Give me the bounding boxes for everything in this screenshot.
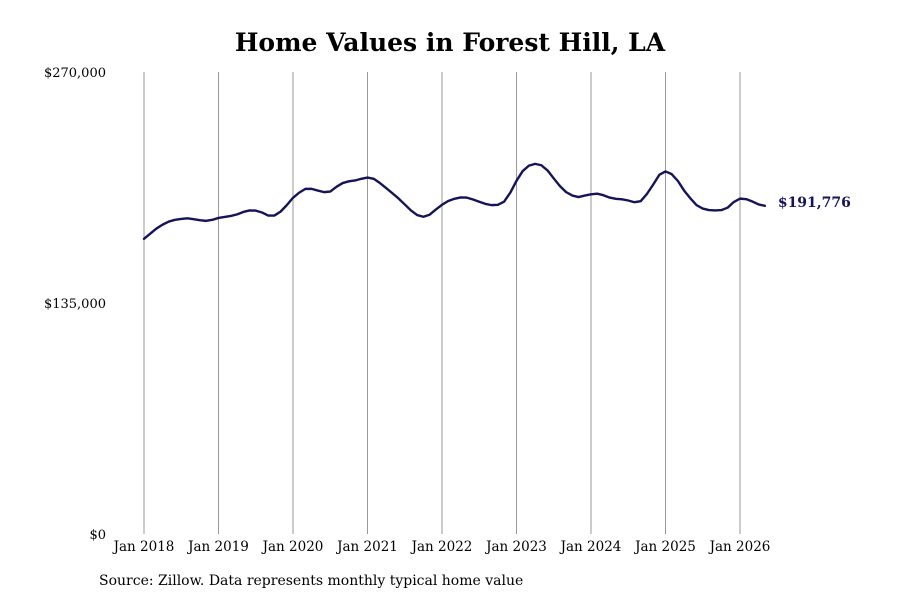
x-tick-label: Jan 2023	[484, 539, 547, 555]
x-axis-ticks: Jan 2018 Jan 2019 Jan 2020 Jan 2021 Jan 2022…	[112, 539, 771, 555]
annotation-layer: $191,776	[778, 195, 851, 211]
x-tick-label: Jan 2020	[261, 539, 324, 555]
y-tick-label: $135,000	[44, 297, 106, 312]
y-tick-label: $270,000	[44, 66, 106, 81]
chart-title: Home Values in Forest Hill, LA	[234, 28, 666, 57]
y-axis-ticks: $0 $135,000 $270,000	[44, 66, 106, 543]
x-tick-label: Jan 2025	[633, 539, 696, 555]
gridlines	[143, 72, 741, 534]
x-tick-label: Jan 2024	[559, 539, 622, 555]
y-tick-label: $0	[89, 528, 106, 543]
home-value-line	[142, 162, 767, 241]
x-tick-label: Jan 2019	[186, 539, 249, 555]
last-value-label: $191,776	[778, 195, 851, 211]
x-tick-label: Jan 2021	[335, 539, 398, 555]
x-tick-label: Jan 2022	[410, 539, 473, 555]
series-layer	[142, 162, 767, 241]
x-tick-label: Jan 2018	[112, 539, 175, 555]
source-note: Source: Zillow. Data represents monthly …	[99, 573, 524, 589]
x-tick-label: Jan 2026	[708, 539, 771, 555]
